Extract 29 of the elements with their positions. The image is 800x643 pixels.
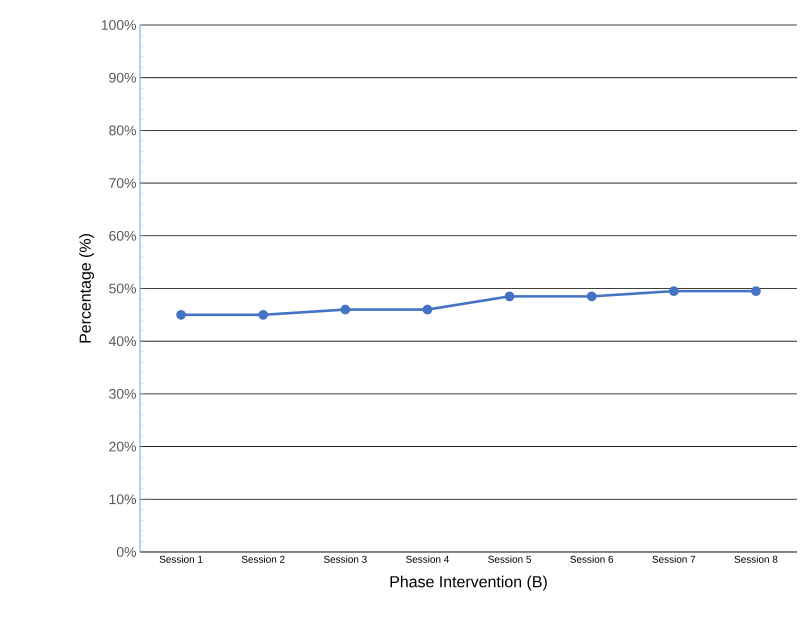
x-tick-label: Session 8 xyxy=(734,556,778,563)
y-tick-label: 90% xyxy=(109,72,136,83)
x-tick-label: Session 1 xyxy=(160,556,202,563)
y-axis-title: Percentage (%) xyxy=(79,234,94,343)
y-tick-label: 80% xyxy=(109,125,136,136)
y-tick-label: 20% xyxy=(109,442,136,452)
point xyxy=(586,292,597,302)
x-tick-label: Session 7 xyxy=(652,556,696,563)
y-tick-label: 70% xyxy=(109,178,136,188)
y-tick-label: 100% xyxy=(102,20,136,30)
point xyxy=(504,292,514,302)
x-tick-label: Session 5 xyxy=(488,556,532,563)
x-tick-label: Session 3 xyxy=(324,556,367,563)
point xyxy=(258,310,268,320)
y-tick-label: 0% xyxy=(116,547,136,557)
x-tick-label: Session 6 xyxy=(570,556,614,563)
y-tick-label: 50% xyxy=(109,284,136,294)
point xyxy=(340,304,350,314)
point xyxy=(176,310,186,320)
x-tick-label: Session 2 xyxy=(242,556,285,563)
x-tick-label: Session 4 xyxy=(406,556,450,563)
y-tick-label: 30% xyxy=(109,388,136,399)
y-tick-label: 60% xyxy=(109,230,136,241)
y-tick-label: 40% xyxy=(108,336,136,346)
y-tick-label: 10% xyxy=(110,494,136,504)
point xyxy=(668,286,679,296)
point xyxy=(422,304,432,314)
x-axis-title: Phase Intervention (B) xyxy=(390,576,547,591)
point xyxy=(751,286,761,296)
